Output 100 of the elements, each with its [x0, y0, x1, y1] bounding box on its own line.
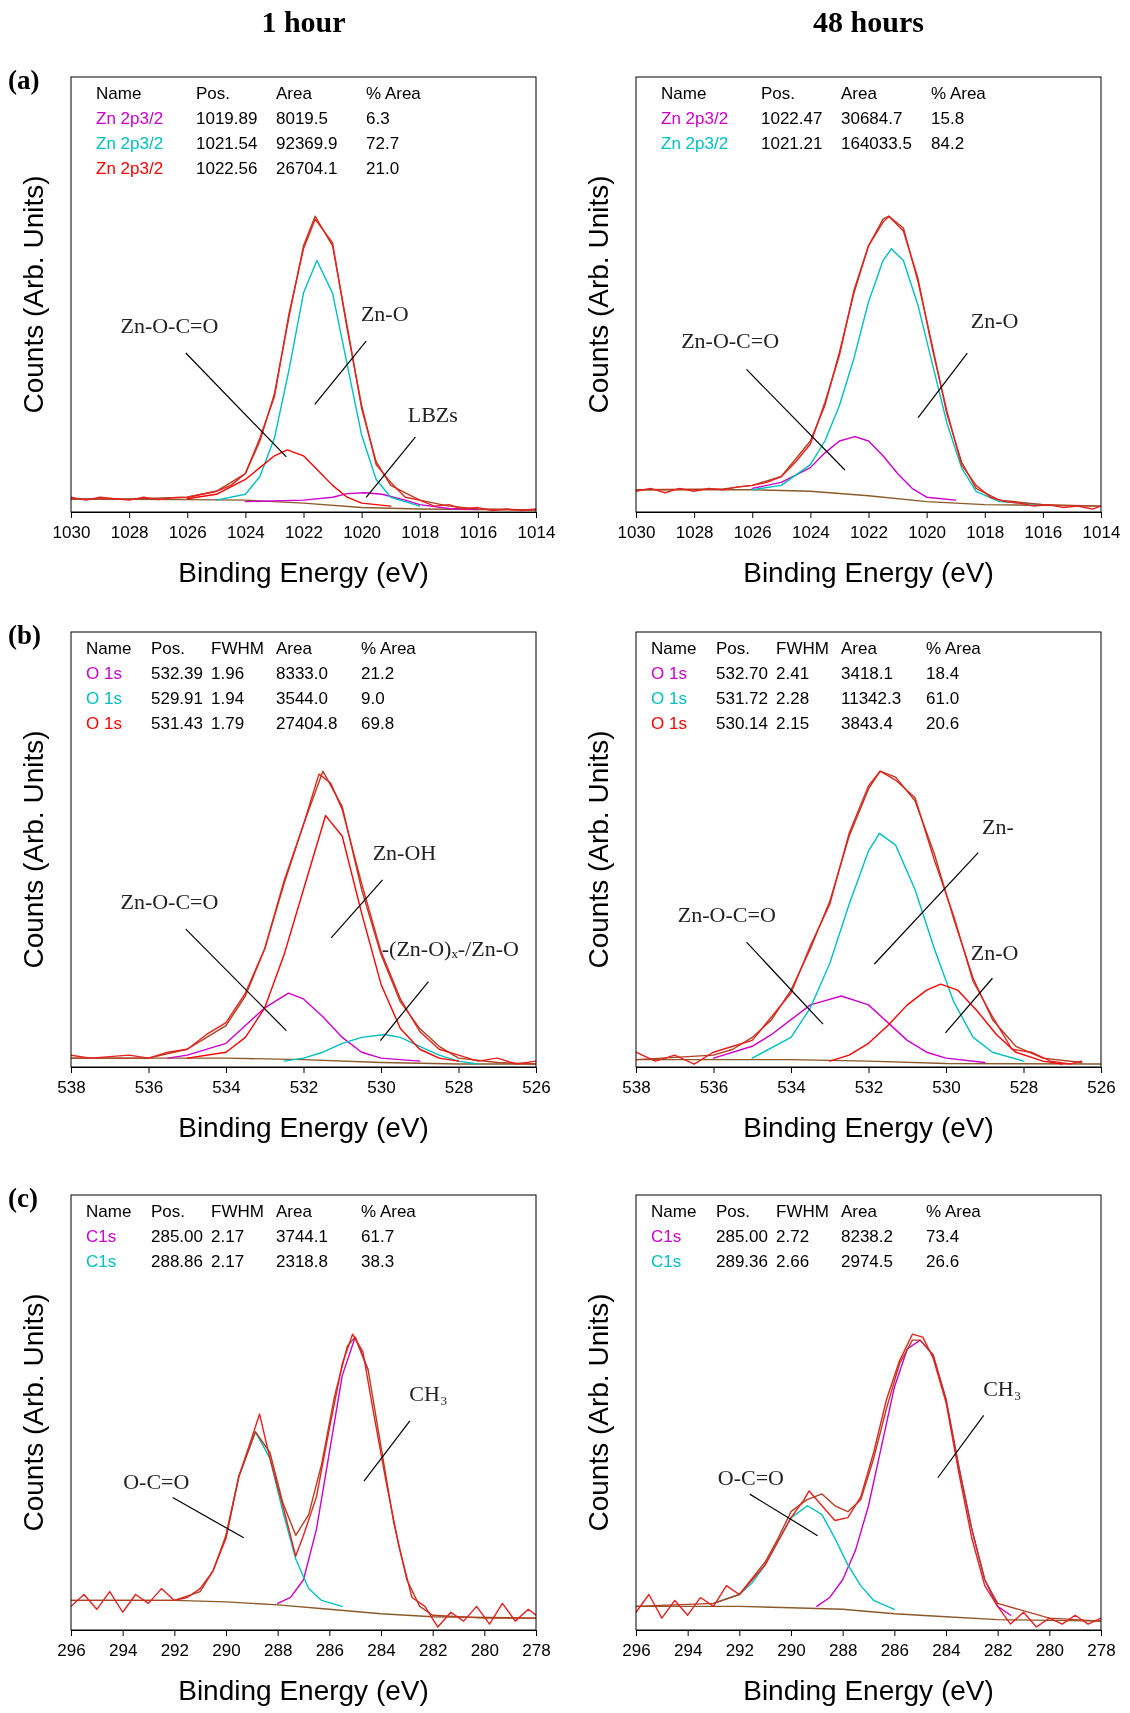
text: 289.36 2.66 2974.5 26.6 [716, 1252, 960, 1271]
x-tick-label: 532 [854, 1078, 884, 1097]
text: Name Pos. Area % Area [96, 84, 421, 103]
text: 532.39 1.96 8333.0 21.2 [151, 664, 395, 683]
x-tick-label: 1026 [168, 523, 207, 542]
text: C1s [86, 1252, 117, 1271]
annotation: Zn-O-C=O [120, 888, 219, 914]
annotation: Zn-O [360, 300, 409, 326]
x-tick-label: 282 [418, 1641, 448, 1660]
chart-subtitle: (b) [8, 620, 41, 650]
x-tick-label: 278 [1087, 1641, 1116, 1660]
x-tick-label: 1022 [285, 523, 323, 542]
x-tick-label: 294 [108, 1641, 138, 1660]
x-tick-label: 1022 [850, 523, 888, 542]
x-tick-label: 1018 [966, 523, 1005, 542]
x-tick-label: 290 [212, 1641, 241, 1660]
x-tick-label: 1026 [733, 523, 772, 542]
x-tick-label: 284 [367, 1641, 396, 1660]
text: O 1s [651, 714, 687, 733]
x-axis-title: Binding Energy (eV) [178, 1112, 429, 1143]
x-tick-label: 288 [828, 1641, 858, 1660]
x-tick-label: 1030 [617, 523, 656, 542]
x-tick-label: 1016 [1024, 523, 1063, 542]
text: Zn 2p3/2 [96, 159, 164, 178]
x-tick-label: 288 [263, 1641, 293, 1660]
x-tick-label: 1020 [908, 523, 947, 542]
x-tick-label: 278 [522, 1641, 551, 1660]
x-tick-label: 1016 [459, 523, 498, 542]
x-tick-label: 284 [932, 1641, 961, 1660]
x-tick-label: 280 [470, 1641, 500, 1660]
x-tick-label: 1014 [1082, 523, 1121, 542]
y-axis-title: Counts (Arb. Units) [583, 175, 614, 414]
text: C1s [651, 1227, 682, 1246]
x-tick-label: 280 [1035, 1641, 1065, 1660]
chart-title: 1 hour [261, 5, 346, 38]
x-tick-label: 538 [622, 1078, 651, 1097]
text: 288.86 2.17 2318.8 38.3 [151, 1252, 395, 1271]
annotation: -(Zn-O)ₓ-/Zn-O [381, 935, 519, 961]
x-tick-label: 1028 [110, 523, 149, 542]
chart-subtitle: (a) [8, 65, 40, 95]
annotation: O-C=O [123, 1469, 190, 1495]
text: 1022.47 30684.7 15.8 [761, 109, 965, 128]
x-tick-label: 528 [444, 1078, 474, 1097]
x-tick-label: 296 [57, 1641, 86, 1660]
annotation: Zn-OH [372, 839, 437, 865]
x-tick-label: 526 [522, 1078, 551, 1097]
x-tick-label: 526 [1087, 1078, 1116, 1097]
x-tick-label: 536 [699, 1078, 729, 1097]
text: C1s [651, 1252, 682, 1271]
annotation: LBZs [407, 402, 458, 428]
x-tick-label: 534 [212, 1078, 241, 1097]
x-axis-title: Binding Energy (eV) [743, 1112, 994, 1143]
x-tick-label: 534 [777, 1078, 806, 1097]
text: 532.70 2.41 3418.1 18.4 [716, 664, 960, 683]
y-axis-title: Counts (Arb. Units) [18, 175, 49, 414]
text: Zn 2p3/2 [96, 109, 164, 128]
x-tick-label: 1028 [675, 523, 714, 542]
chart-subtitle: (c) [8, 1183, 38, 1213]
text: Name Pos. FWHM Area % Area [651, 1202, 981, 1221]
x-tick-label: 532 [289, 1078, 319, 1097]
x-tick-label: 292 [160, 1641, 190, 1660]
annotation: Zn- [982, 814, 1014, 840]
text: 529.91 1.94 3544.0 9.0 [151, 689, 385, 708]
chart-title: 48 hours [813, 5, 924, 38]
annotation: Zn-O-C=O [677, 901, 776, 927]
annotation: O-C=O [717, 1464, 784, 1490]
text: Zn 2p3/2 [661, 134, 729, 153]
annotation: Zn-O [970, 308, 1019, 334]
text: Zn 2p3/2 [96, 134, 164, 153]
y-axis-title: Counts (Arb. Units) [583, 730, 614, 969]
text: Name Pos. FWHM Area % Area [86, 1202, 416, 1221]
text: 285.00 2.72 8238.2 73.4 [716, 1227, 960, 1246]
x-tick-label: 286 [315, 1641, 345, 1660]
annotation: CH₃ [983, 1376, 1022, 1402]
annotation: Zn-O-C=O [120, 312, 219, 338]
text: C1s [86, 1227, 117, 1246]
x-tick-label: 1024 [226, 523, 265, 542]
x-tick-label: 296 [622, 1641, 651, 1660]
x-tick-label: 290 [777, 1641, 806, 1660]
x-tick-label: 538 [57, 1078, 86, 1097]
text: 531.72 2.28 11342.3 61.0 [716, 689, 960, 708]
text: O 1s [651, 664, 687, 683]
text: O 1s [86, 664, 122, 683]
x-tick-label: 1018 [401, 523, 440, 542]
x-tick-label: 282 [983, 1641, 1013, 1660]
x-tick-label: 1020 [343, 523, 382, 542]
annotation: Zn-O-C=O [681, 328, 780, 354]
annotation: CH₃ [409, 1380, 448, 1406]
x-axis-title: Binding Energy (eV) [178, 557, 429, 588]
x-tick-label: 1014 [517, 523, 556, 542]
x-tick-label: 536 [134, 1078, 164, 1097]
text: O 1s [86, 714, 122, 733]
x-tick-label: 286 [880, 1641, 910, 1660]
text: 1021.21 164033.5 84.2 [761, 134, 965, 153]
text: Zn 2p3/2 [661, 109, 729, 128]
text: Name Pos. Area % Area [661, 84, 986, 103]
x-tick-label: 1024 [791, 523, 830, 542]
x-tick-label: 530 [932, 1078, 961, 1097]
text: 530.14 2.15 3843.4 20.6 [716, 714, 960, 733]
text: 1021.54 92369.9 72.7 [196, 134, 400, 153]
